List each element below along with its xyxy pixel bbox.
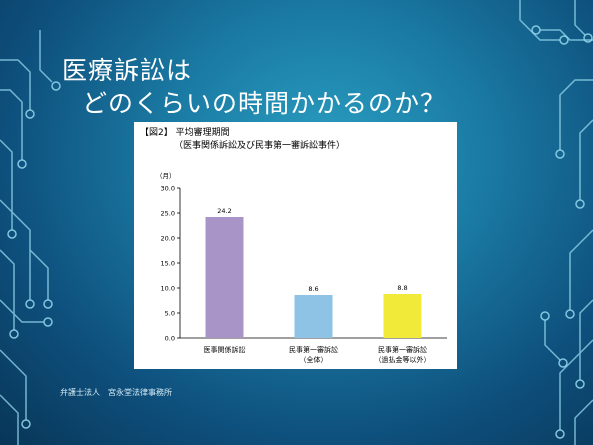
y-tick-label: 15.0 [161, 260, 175, 268]
bar [205, 217, 244, 338]
data-label: 24.2 [217, 207, 231, 215]
y-tick-label: 25.0 [161, 210, 175, 218]
x-axis-labels: 医事関係訴訟 民事第一審訴訟（全体）民事第一審訴訟（過払金等以外） [204, 345, 431, 364]
bar [294, 295, 333, 338]
x-tick-label: 民事第一審訴訟 [289, 345, 338, 354]
chart-panel: 【図2】 平均審理期間 （医事関係訴訟及び民事第一審訴訟事件） （月） 0.0 5… [134, 122, 457, 369]
slide-title: 医療訴訟は どのくらいの時間かかるのか？ [62, 54, 446, 120]
y-tick-label: 10.0 [161, 285, 175, 293]
chart-title: 【図2】 平均審理期間 [140, 126, 230, 138]
y-tick-label: 30.0 [161, 185, 175, 193]
x-tick-label: （全体） [300, 355, 328, 364]
y-tick-label: 20.0 [161, 235, 175, 243]
data-label: 8.6 [308, 285, 318, 293]
bar [383, 294, 422, 338]
bars: 24.2 8.6 8.8 [205, 207, 422, 338]
slide-title-line2: どのくらいの時間かかるのか？ [82, 89, 447, 118]
footer-firm-name: 弁護士法人 宮永堂法律事務所 [60, 388, 172, 397]
y-tick-label: 0.0 [165, 335, 175, 343]
data-label: 8.8 [397, 284, 407, 292]
chart-subtitle: （医事関係訴訟及び民事第一審訴訟事件） [174, 139, 345, 151]
y-tick-label: 5.0 [165, 310, 175, 318]
y-axis-label: （月） [156, 172, 176, 180]
x-tick-label: （過払金等以外） [375, 355, 431, 364]
slide-title-line1: 医療訴訟は [62, 56, 193, 85]
bar-chart: 【図2】 平均審理期間 （医事関係訴訟及び民事第一審訴訟事件） （月） 0.0 5… [140, 126, 447, 364]
x-tick-label: 医事関係訴訟 [204, 345, 246, 354]
x-tick-label: 民事第一審訴訟 [378, 345, 427, 354]
